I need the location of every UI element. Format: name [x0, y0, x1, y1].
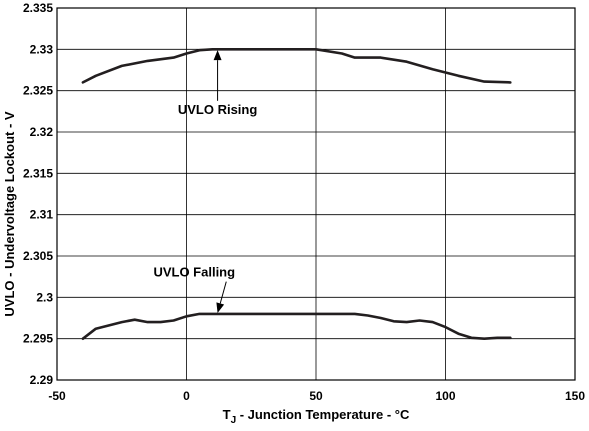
- x-axis-title-subscript: J: [231, 415, 237, 426]
- plot-area-frame: [56, 7, 576, 381]
- y-tick-label: 2.33: [30, 42, 54, 56]
- x-tick-label: 100: [435, 389, 455, 403]
- annotation-arrowhead: [213, 50, 222, 61]
- tick-label-layer: -50 0 50 100 150 2.29 2.295 2.3 2.305 2.31 2.315 2.…: [23, 1, 585, 403]
- x-tick-label: -50: [48, 389, 66, 403]
- x-axis-title: TJ - Junction Temperature - °C: [223, 407, 410, 426]
- x-tick-label: 0: [183, 389, 190, 403]
- annotation-label: UVLO Rising: [178, 102, 258, 117]
- y-axis-title: UVLO - Undervoltage Lockout - V: [2, 111, 17, 316]
- y-tick-label: 2.315: [23, 166, 53, 180]
- y-tick-label: 2.325: [23, 84, 53, 98]
- annotation-label: UVLO Falling: [153, 265, 235, 280]
- y-tick-label: 2.31: [30, 208, 54, 222]
- annotation-layer: UVLO Rising UVLO Falling: [153, 50, 258, 314]
- series-layer: [81, 47, 512, 341]
- annotation-arrow-shaft: [219, 281, 227, 304]
- y-tick-label: 2.335: [23, 1, 53, 15]
- y-tick-label: 2.295: [23, 332, 53, 346]
- x-tick-label: 50: [309, 389, 323, 403]
- x-axis-title-text: - Junction Temperature - °C: [236, 407, 410, 422]
- annotation-arrowhead: [216, 302, 225, 314]
- series-line-uvlo-rising: [81, 47, 512, 84]
- y-tick-label: 2.3: [36, 290, 53, 304]
- y-tick-label: 2.305: [23, 249, 53, 263]
- y-tick-label: 2.32: [30, 125, 54, 139]
- x-tick-label: 150: [565, 389, 585, 403]
- x-axis-title-symbol: T: [223, 407, 231, 422]
- y-tick-label: 2.29: [30, 373, 54, 387]
- series-line-uvlo-falling: [81, 312, 512, 341]
